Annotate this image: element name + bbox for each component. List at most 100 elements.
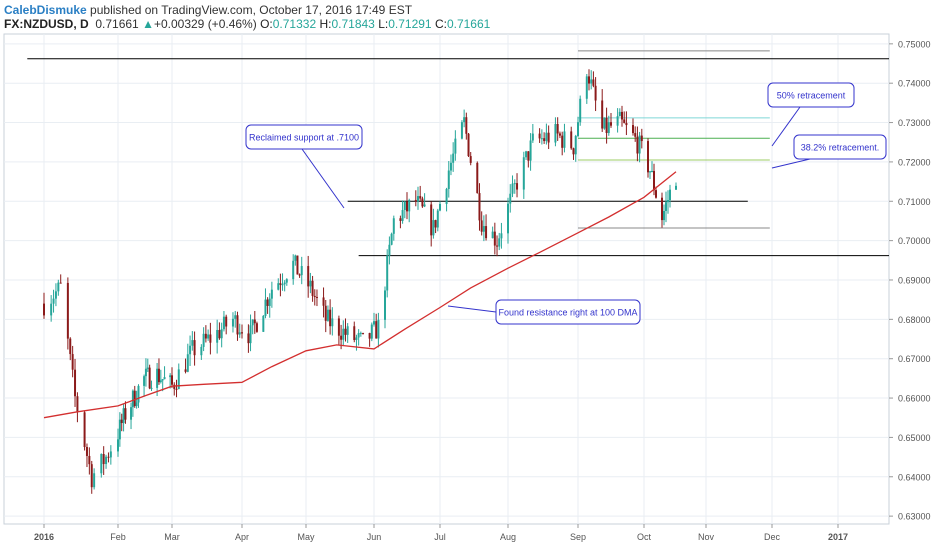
candle-body <box>57 282 60 292</box>
callout: Found resistance right at 100 DMA <box>447 299 641 325</box>
y-tick-label: 0.66000 <box>898 394 931 404</box>
candle <box>173 382 176 396</box>
candle <box>315 289 318 307</box>
candle-body <box>669 189 671 201</box>
candle <box>189 335 192 366</box>
candle-body <box>531 133 534 141</box>
candle-body <box>452 153 455 163</box>
candle <box>399 215 402 229</box>
candle-body <box>52 298 55 304</box>
candle-body <box>388 244 391 256</box>
author-link[interactable]: CalebDismuke <box>4 3 87 17</box>
candle <box>279 273 282 297</box>
candle-body <box>117 439 119 452</box>
candle <box>386 249 389 298</box>
candle <box>531 123 534 143</box>
callout-pointer <box>771 106 801 147</box>
candle <box>572 147 575 160</box>
candle <box>500 222 503 249</box>
callout-text: 38.2% retracement. <box>801 143 880 153</box>
candle-body <box>485 226 488 239</box>
candle-body <box>511 183 514 194</box>
candle <box>324 300 327 333</box>
candle <box>554 117 557 147</box>
candle <box>417 186 419 210</box>
candle <box>337 315 340 346</box>
candle <box>85 443 88 468</box>
callout-text: Found resistance right at 100 DMA <box>498 308 637 318</box>
candle-body <box>43 303 45 316</box>
candle <box>54 283 57 307</box>
candle <box>467 133 470 158</box>
candle <box>247 324 250 353</box>
y-tick-label: 0.68000 <box>898 315 931 325</box>
candle-body <box>423 204 426 207</box>
candle <box>498 232 501 251</box>
candle <box>516 173 519 198</box>
low-label: L: <box>378 17 389 31</box>
candle-body <box>264 299 267 316</box>
candle <box>478 183 481 231</box>
candle-body <box>342 328 345 340</box>
candle <box>588 69 590 91</box>
candle-body <box>647 141 649 173</box>
candle-body <box>118 419 121 440</box>
candle-body <box>340 335 343 340</box>
candle <box>322 287 325 318</box>
callout-pointer <box>447 305 497 313</box>
candle-body <box>465 117 468 134</box>
candle-body <box>540 138 543 140</box>
candle-body <box>577 122 579 136</box>
candle <box>105 454 108 469</box>
candle-body <box>270 289 273 299</box>
x-tick-label: Jul <box>434 532 446 542</box>
candle-body <box>610 122 612 126</box>
candle <box>76 392 79 423</box>
open-label: O: <box>260 17 273 31</box>
candle <box>238 323 241 338</box>
candle <box>370 322 373 342</box>
candle-body <box>655 190 657 198</box>
price-axis[interactable]: 0.75000 0.74000 0.73000 0.72000 0.71000 0.700… <box>889 39 931 522</box>
candle-body <box>516 183 519 190</box>
horizontal-levels <box>27 50 889 257</box>
y-tick-label: 0.67000 <box>898 354 931 364</box>
candle <box>268 293 271 318</box>
candle-body <box>500 233 503 239</box>
candle-body <box>449 162 452 171</box>
candle-body <box>509 193 512 204</box>
candle <box>651 161 653 173</box>
candle <box>421 196 424 208</box>
candle-body <box>522 157 525 190</box>
candle <box>331 307 334 336</box>
candle <box>509 184 512 213</box>
candle <box>625 111 628 136</box>
candle-body <box>618 111 621 117</box>
candle-body <box>399 218 402 221</box>
candle-body <box>445 188 448 204</box>
candle <box>253 310 256 334</box>
candle-body <box>234 315 237 319</box>
candle <box>491 226 494 239</box>
candle-body <box>225 316 228 327</box>
ohlc-line: FX:NZDUSD, D 0.71661 ▲+0.00329 (+0.46%) … <box>4 17 490 31</box>
candle-body <box>100 453 103 474</box>
candle-body <box>298 274 301 276</box>
up-arrow-icon: ▲ <box>142 17 154 31</box>
candle <box>661 192 663 228</box>
candle-body <box>478 193 481 221</box>
candle <box>218 322 221 340</box>
candle <box>296 255 299 275</box>
y-tick-label: 0.65000 <box>898 433 931 443</box>
candle <box>607 115 610 136</box>
candle <box>283 280 286 292</box>
y-tick-label: 0.64000 <box>898 472 931 482</box>
candle-body <box>401 210 404 221</box>
time-axis[interactable]: 2016 Feb Mar Apr May Jun Jul Aug Sep Oct Nov Dec 201… <box>34 524 848 542</box>
candle-body <box>632 125 634 134</box>
candle-body <box>150 387 153 389</box>
candle <box>357 329 360 346</box>
candle-body <box>337 318 340 336</box>
candle-body <box>247 333 250 344</box>
